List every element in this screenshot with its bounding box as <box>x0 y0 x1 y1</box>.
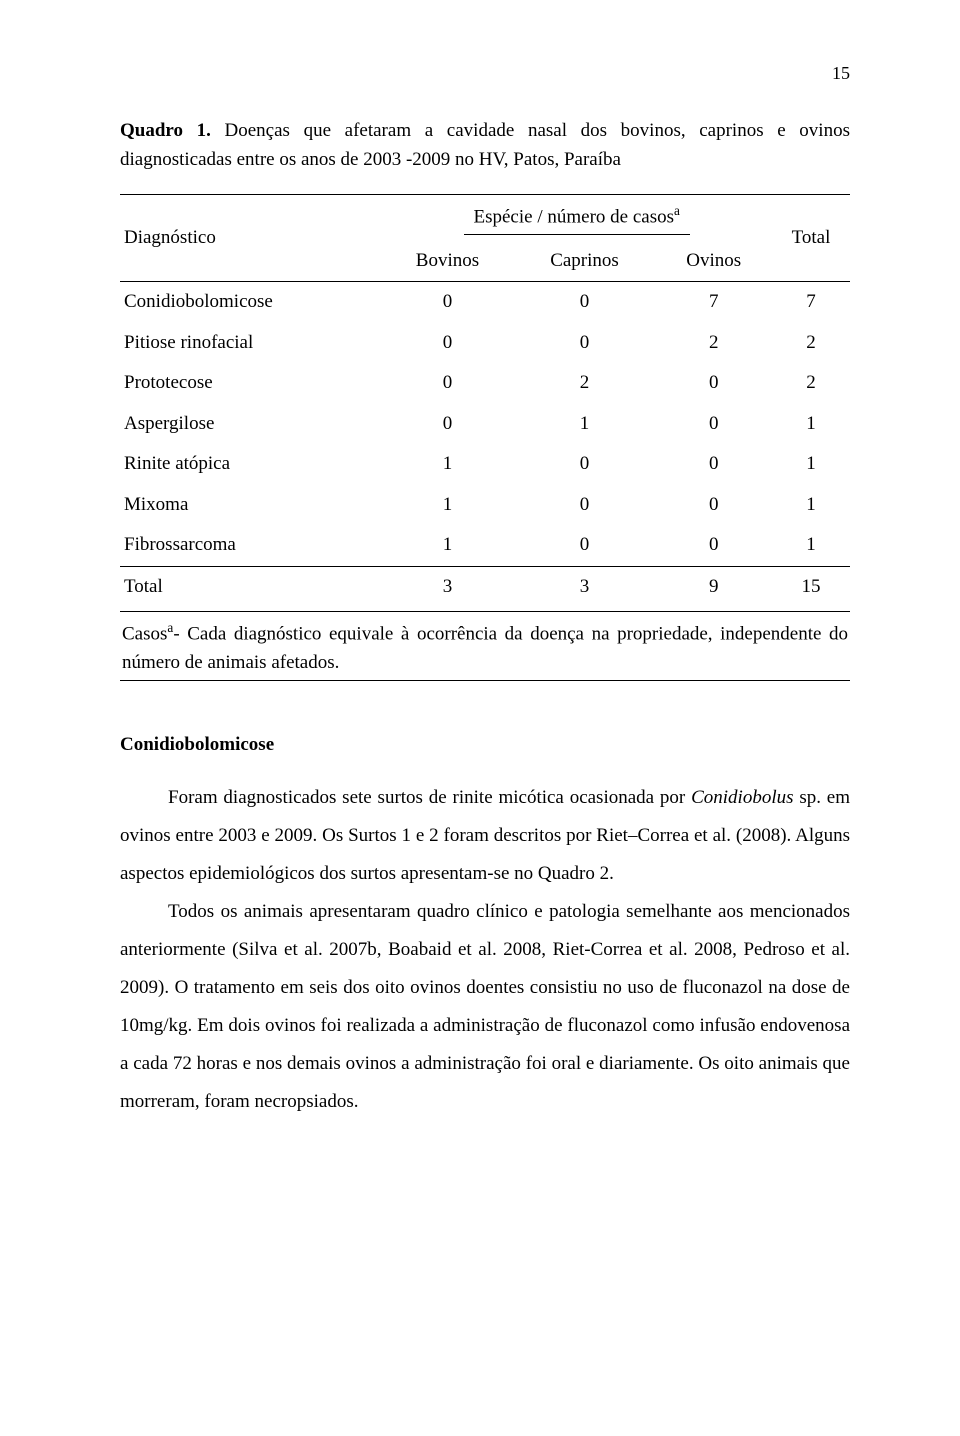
cell-caprinos: 1 <box>514 404 656 445</box>
caption-label: Quadro 1. <box>120 120 211 141</box>
cell-total: 1 <box>772 485 850 526</box>
cell-caprinos: 2 <box>514 363 656 404</box>
cell-bovinos: 0 <box>381 323 513 364</box>
cell-caprinos: 0 <box>514 525 656 566</box>
cell-bovinos: 1 <box>381 525 513 566</box>
cell-total: 2 <box>772 363 850 404</box>
cell-name: Aspergilose <box>120 404 381 445</box>
cell-ovinos: 0 <box>655 444 772 485</box>
cell-name: Mixoma <box>120 485 381 526</box>
cell-total: 1 <box>772 444 850 485</box>
caption-text: Doenças que afetaram a cavidade nasal do… <box>120 120 850 170</box>
cell-total: 2 <box>772 323 850 364</box>
footnote-text: - Cada diagnóstico equivale à ocorrência… <box>122 624 848 674</box>
cell-caprinos: 0 <box>514 444 656 485</box>
cell-caprinos: 0 <box>514 485 656 526</box>
page-number: 15 <box>120 60 850 87</box>
p1a: Foram diagnosticados sete surtos de rini… <box>168 787 691 808</box>
paragraph: Todos os animais apresentaram quadro clí… <box>120 893 850 1121</box>
col-header-species-text: Espécie / número de casos <box>474 206 674 227</box>
cell-bovinos: 0 <box>381 363 513 404</box>
cell-ovinos: 0 <box>655 485 772 526</box>
table-footnote: Casosa- Cada diagnóstico equivale à ocor… <box>120 611 850 680</box>
cell-name: Fibrossarcoma <box>120 525 381 566</box>
cell-caprinos: 0 <box>514 282 656 323</box>
section-heading: Conidiobolomicose <box>120 731 850 760</box>
cell-ovinos: 0 <box>655 363 772 404</box>
table-row: Rinite atópica 1 0 0 1 <box>120 444 850 485</box>
total-caprinos: 3 <box>514 566 656 607</box>
cell-ovinos: 0 <box>655 525 772 566</box>
col-header-diagnostico: Diagnóstico <box>120 195 381 282</box>
cell-total: 1 <box>772 404 850 445</box>
table-total-row: Total 3 3 9 15 <box>120 566 850 607</box>
cell-ovinos: 2 <box>655 323 772 364</box>
subhead-ovinos: Ovinos <box>655 241 772 282</box>
table-row: Aspergilose 0 1 0 1 <box>120 404 850 445</box>
table-caption: Quadro 1. Doenças que afetaram a cavidad… <box>120 117 850 174</box>
total-total: 15 <box>772 566 850 607</box>
total-label: Total <box>120 566 381 607</box>
table-row: Fibrossarcoma 1 0 0 1 <box>120 525 850 566</box>
cell-bovinos: 0 <box>381 282 513 323</box>
cell-total: 1 <box>772 525 850 566</box>
cell-bovinos: 0 <box>381 404 513 445</box>
cell-bovinos: 1 <box>381 485 513 526</box>
total-ovinos: 9 <box>655 566 772 607</box>
table-row: Mixoma 1 0 0 1 <box>120 485 850 526</box>
table-row: Conidiobolomicose 0 0 7 7 <box>120 282 850 323</box>
cell-bovinos: 1 <box>381 444 513 485</box>
paragraph: Foram diagnosticados sete surtos de rini… <box>120 779 850 893</box>
table-row: Prototecose 0 2 0 2 <box>120 363 850 404</box>
p1-italic: Conidiobolus <box>691 787 793 808</box>
cell-total: 7 <box>772 282 850 323</box>
table-row: Pitiose rinofacial 0 0 2 2 <box>120 323 850 364</box>
cell-caprinos: 0 <box>514 323 656 364</box>
subhead-bovinos: Bovinos <box>381 241 513 282</box>
body-text: Foram diagnosticados sete surtos de rini… <box>120 779 850 1121</box>
cell-ovinos: 7 <box>655 282 772 323</box>
col-header-sup-a: a <box>674 203 680 218</box>
cell-name: Prototecose <box>120 363 381 404</box>
cell-ovinos: 0 <box>655 404 772 445</box>
cell-name: Pitiose rinofacial <box>120 323 381 364</box>
total-bovinos: 3 <box>381 566 513 607</box>
footnote-prefix: Casos <box>122 624 167 645</box>
cell-name: Rinite atópica <box>120 444 381 485</box>
data-table: Diagnóstico Espécie / número de casosa T… <box>120 194 850 607</box>
subhead-caprinos: Caprinos <box>514 241 656 282</box>
col-header-total: Total <box>772 195 850 282</box>
col-header-species: Espécie / número de casosa <box>381 195 772 241</box>
cell-name: Conidiobolomicose <box>120 282 381 323</box>
